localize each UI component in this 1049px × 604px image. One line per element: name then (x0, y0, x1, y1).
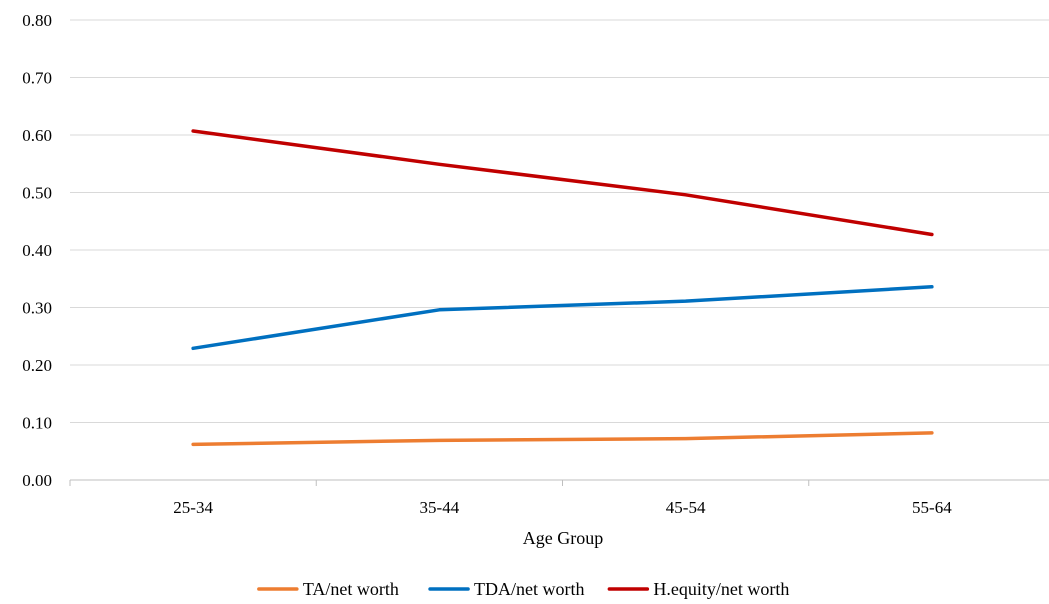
x-tick-label: 25-34 (173, 498, 213, 517)
series-line-2 (191, 285, 934, 351)
y-tick-label: 0.50 (22, 184, 52, 203)
legend-label-1: TA/net worth (303, 579, 399, 599)
x-axis: 25-34 35-44 45-54 55-64 (69, 479, 1049, 517)
series-line-1 (191, 431, 934, 447)
legend-label-2: TDA/net worth (474, 579, 584, 599)
y-tick-label: 0.80 (22, 11, 52, 30)
y-tick-label: 0.10 (22, 414, 52, 433)
y-tick-label: 0.40 (22, 241, 52, 260)
y-tick-label: 0.60 (22, 126, 52, 145)
x-axis-title: Age Group (523, 528, 603, 548)
x-tick-label: 35-44 (420, 498, 460, 517)
y-tick-label: 0.70 (22, 69, 52, 88)
x-tick-label: 45-54 (666, 498, 706, 517)
gridlines (70, 19, 1049, 423)
x-tick-label: 55-64 (912, 498, 952, 517)
series-lines (191, 129, 934, 447)
y-tick-label: 0.30 (22, 299, 52, 318)
y-axis: 0.00 0.10 0.20 0.30 0.40 0.50 0.60 0.70 0.80 (22, 11, 52, 490)
legend-label-3: H.equity/net worth (653, 579, 789, 599)
y-tick-label: 0.20 (22, 356, 52, 375)
legend: TA/net worth TDA/net worth H.equity/net wo… (257, 579, 789, 599)
series-line-3 (191, 129, 934, 237)
y-tick-label: 0.00 (22, 471, 52, 490)
